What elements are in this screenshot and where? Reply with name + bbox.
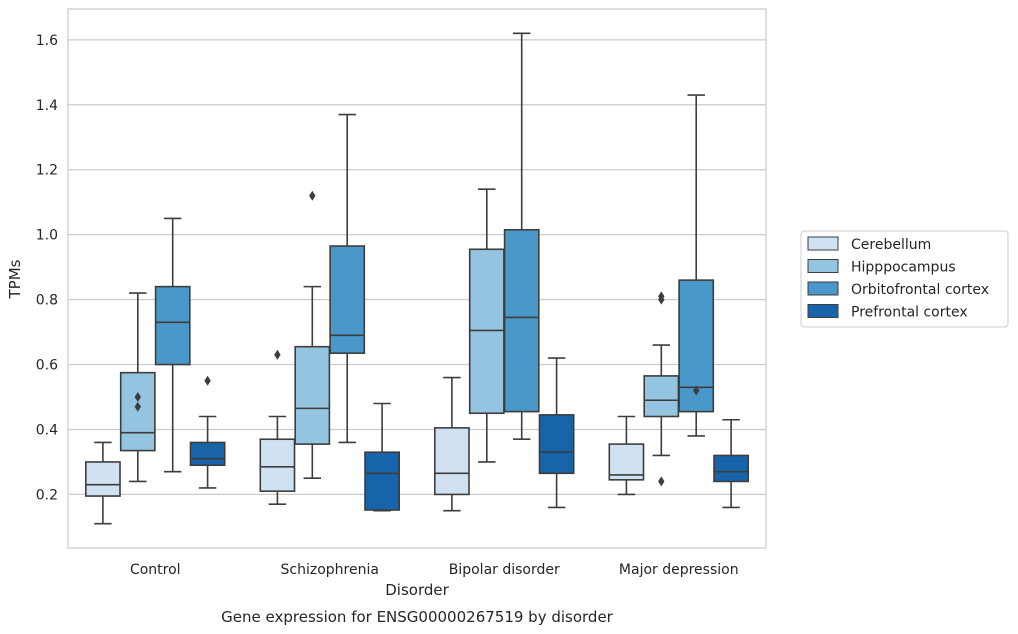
box-body: [329, 245, 366, 354]
legend-swatch: [807, 259, 839, 273]
box-2-2: [503, 32, 540, 441]
legend-label: Orbitofrontal cortex: [851, 282, 989, 298]
box-3-1: [643, 291, 680, 487]
box-body: [259, 438, 296, 492]
y-tick-label: 1.6: [36, 33, 58, 49]
legend-label: Cerebellum: [851, 237, 931, 253]
box-body: [713, 454, 750, 483]
x-tick-label: Schizophrenia: [281, 562, 379, 578]
box-body: [538, 414, 575, 475]
box-body: [294, 345, 331, 445]
box-0-3: [189, 375, 226, 489]
x-tick-label: Control: [130, 562, 181, 578]
y-tick-label: 0.4: [36, 422, 58, 438]
x-axis-label: Disorder: [385, 581, 449, 599]
outlier-point: [693, 385, 700, 396]
box-body: [189, 441, 226, 467]
box-body: [84, 461, 121, 497]
y-axis-ticks: 0.2 0.4 0.6 0.8 1.0 1.2 1.4 1.6: [36, 33, 58, 504]
y-tick-label: 0.2: [36, 487, 58, 503]
box-body: [608, 443, 645, 481]
legend-label: Prefrontal cortex: [851, 305, 968, 321]
box-2-3: [538, 357, 575, 509]
plot-area-frame: [67, 8, 767, 549]
box-body: [433, 427, 470, 496]
legend: Cerebellum Hipppocampus Orbitofrontal cort…: [800, 230, 1009, 328]
legend-frame: [800, 230, 1009, 328]
outlier-point: [134, 401, 141, 412]
y-tick-label: 1.0: [36, 228, 58, 244]
outlier-point: [658, 291, 665, 302]
legend-swatch: [807, 236, 839, 251]
box-3-2: [678, 94, 715, 437]
plot-boxes: [84, 32, 750, 525]
x-axis-ticks: Control Schizophrenia Bipolar disorder Majo…: [130, 562, 739, 578]
outlier-point: [309, 190, 316, 201]
y-tick-label: 1.4: [36, 98, 58, 114]
box-1-2: [329, 113, 366, 444]
box-0-1: [119, 292, 156, 483]
x-tick-label: Major depression: [619, 562, 739, 578]
box-0-0: [84, 441, 121, 525]
box-2-0: [433, 376, 470, 512]
box-body: [468, 248, 505, 415]
outlier-point: [274, 349, 281, 360]
chart-caption: Gene expression for ENSG00000267519 by d…: [221, 608, 614, 626]
y-tick-label: 0.6: [36, 358, 58, 374]
box-3-0: [608, 415, 645, 496]
box-3-3: [713, 418, 750, 509]
legend-swatch: [807, 304, 839, 318]
box-body: [364, 451, 401, 511]
box-2-1: [468, 188, 505, 463]
outlier-point: [658, 476, 665, 487]
box-1-0: [259, 349, 296, 505]
box-body: [503, 228, 540, 413]
box-1-1: [294, 190, 331, 479]
legend-label: Hipppocampus: [851, 260, 956, 276]
outlier-point: [134, 392, 141, 403]
x-tick-label: Bipolar disorder: [449, 562, 560, 578]
box-body: [643, 375, 680, 418]
y-axis-label: TPMs: [6, 259, 24, 299]
y-tick-label: 1.2: [36, 163, 58, 179]
box-0-2: [154, 217, 191, 473]
box-body: [154, 285, 191, 366]
outlier-point: [204, 375, 211, 386]
legend-swatch: [807, 281, 839, 296]
box-1-3: [364, 402, 401, 512]
y-tick-label: 0.8: [36, 293, 58, 309]
